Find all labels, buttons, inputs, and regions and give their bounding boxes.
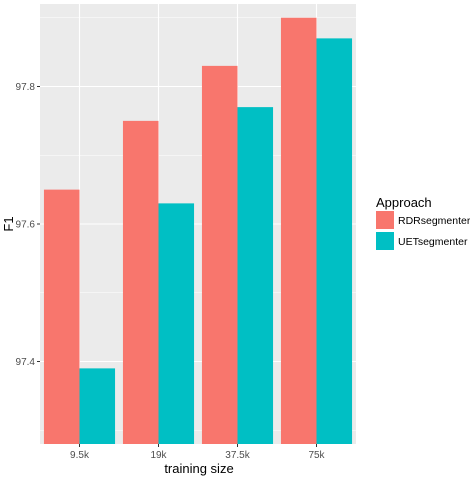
x-tick-label: 19k [150,450,167,461]
legend-title: Approach [376,195,432,210]
x-tick-label: 37.5k [225,450,250,461]
x-axis-title: training size [164,461,233,476]
y-tick-label: 97.6 [16,220,36,231]
bar-rdrsegmenter-19k [122,120,159,444]
y-tick-label: 97.8 [16,82,36,93]
bar-rdrsegmenter-37-5k [201,65,238,444]
legend-key-rdrsegmenter [376,211,394,229]
bars [43,17,353,444]
bar-rdrsegmenter-9-5k [43,189,80,444]
legend-label-uetsegmenter: UETsegmenter [398,236,468,248]
legend: Approach RDRsegmenter UETsegmenter [376,195,470,250]
legend-key-uetsegmenter [376,232,394,250]
y-tick-label: 97.4 [16,357,36,368]
bar-uetsegmenter-75k [316,38,353,444]
y-axis-title: F1 [1,216,16,231]
bar-uetsegmenter-37-5k [237,107,274,444]
bar-rdrsegmenter-75k [280,17,317,444]
bar-uetsegmenter-19k [158,203,195,444]
legend-label-rdrsegmenter: RDRsegmenter [398,215,470,227]
x-axis: 9.5k 19k 37.5k 75k [70,444,326,461]
y-axis: 97.4 97.6 97.8 [16,82,40,368]
bar-uetsegmenter-9-5k [79,368,116,444]
x-tick-label: 9.5k [70,450,90,461]
x-tick-label: 75k [308,450,325,461]
